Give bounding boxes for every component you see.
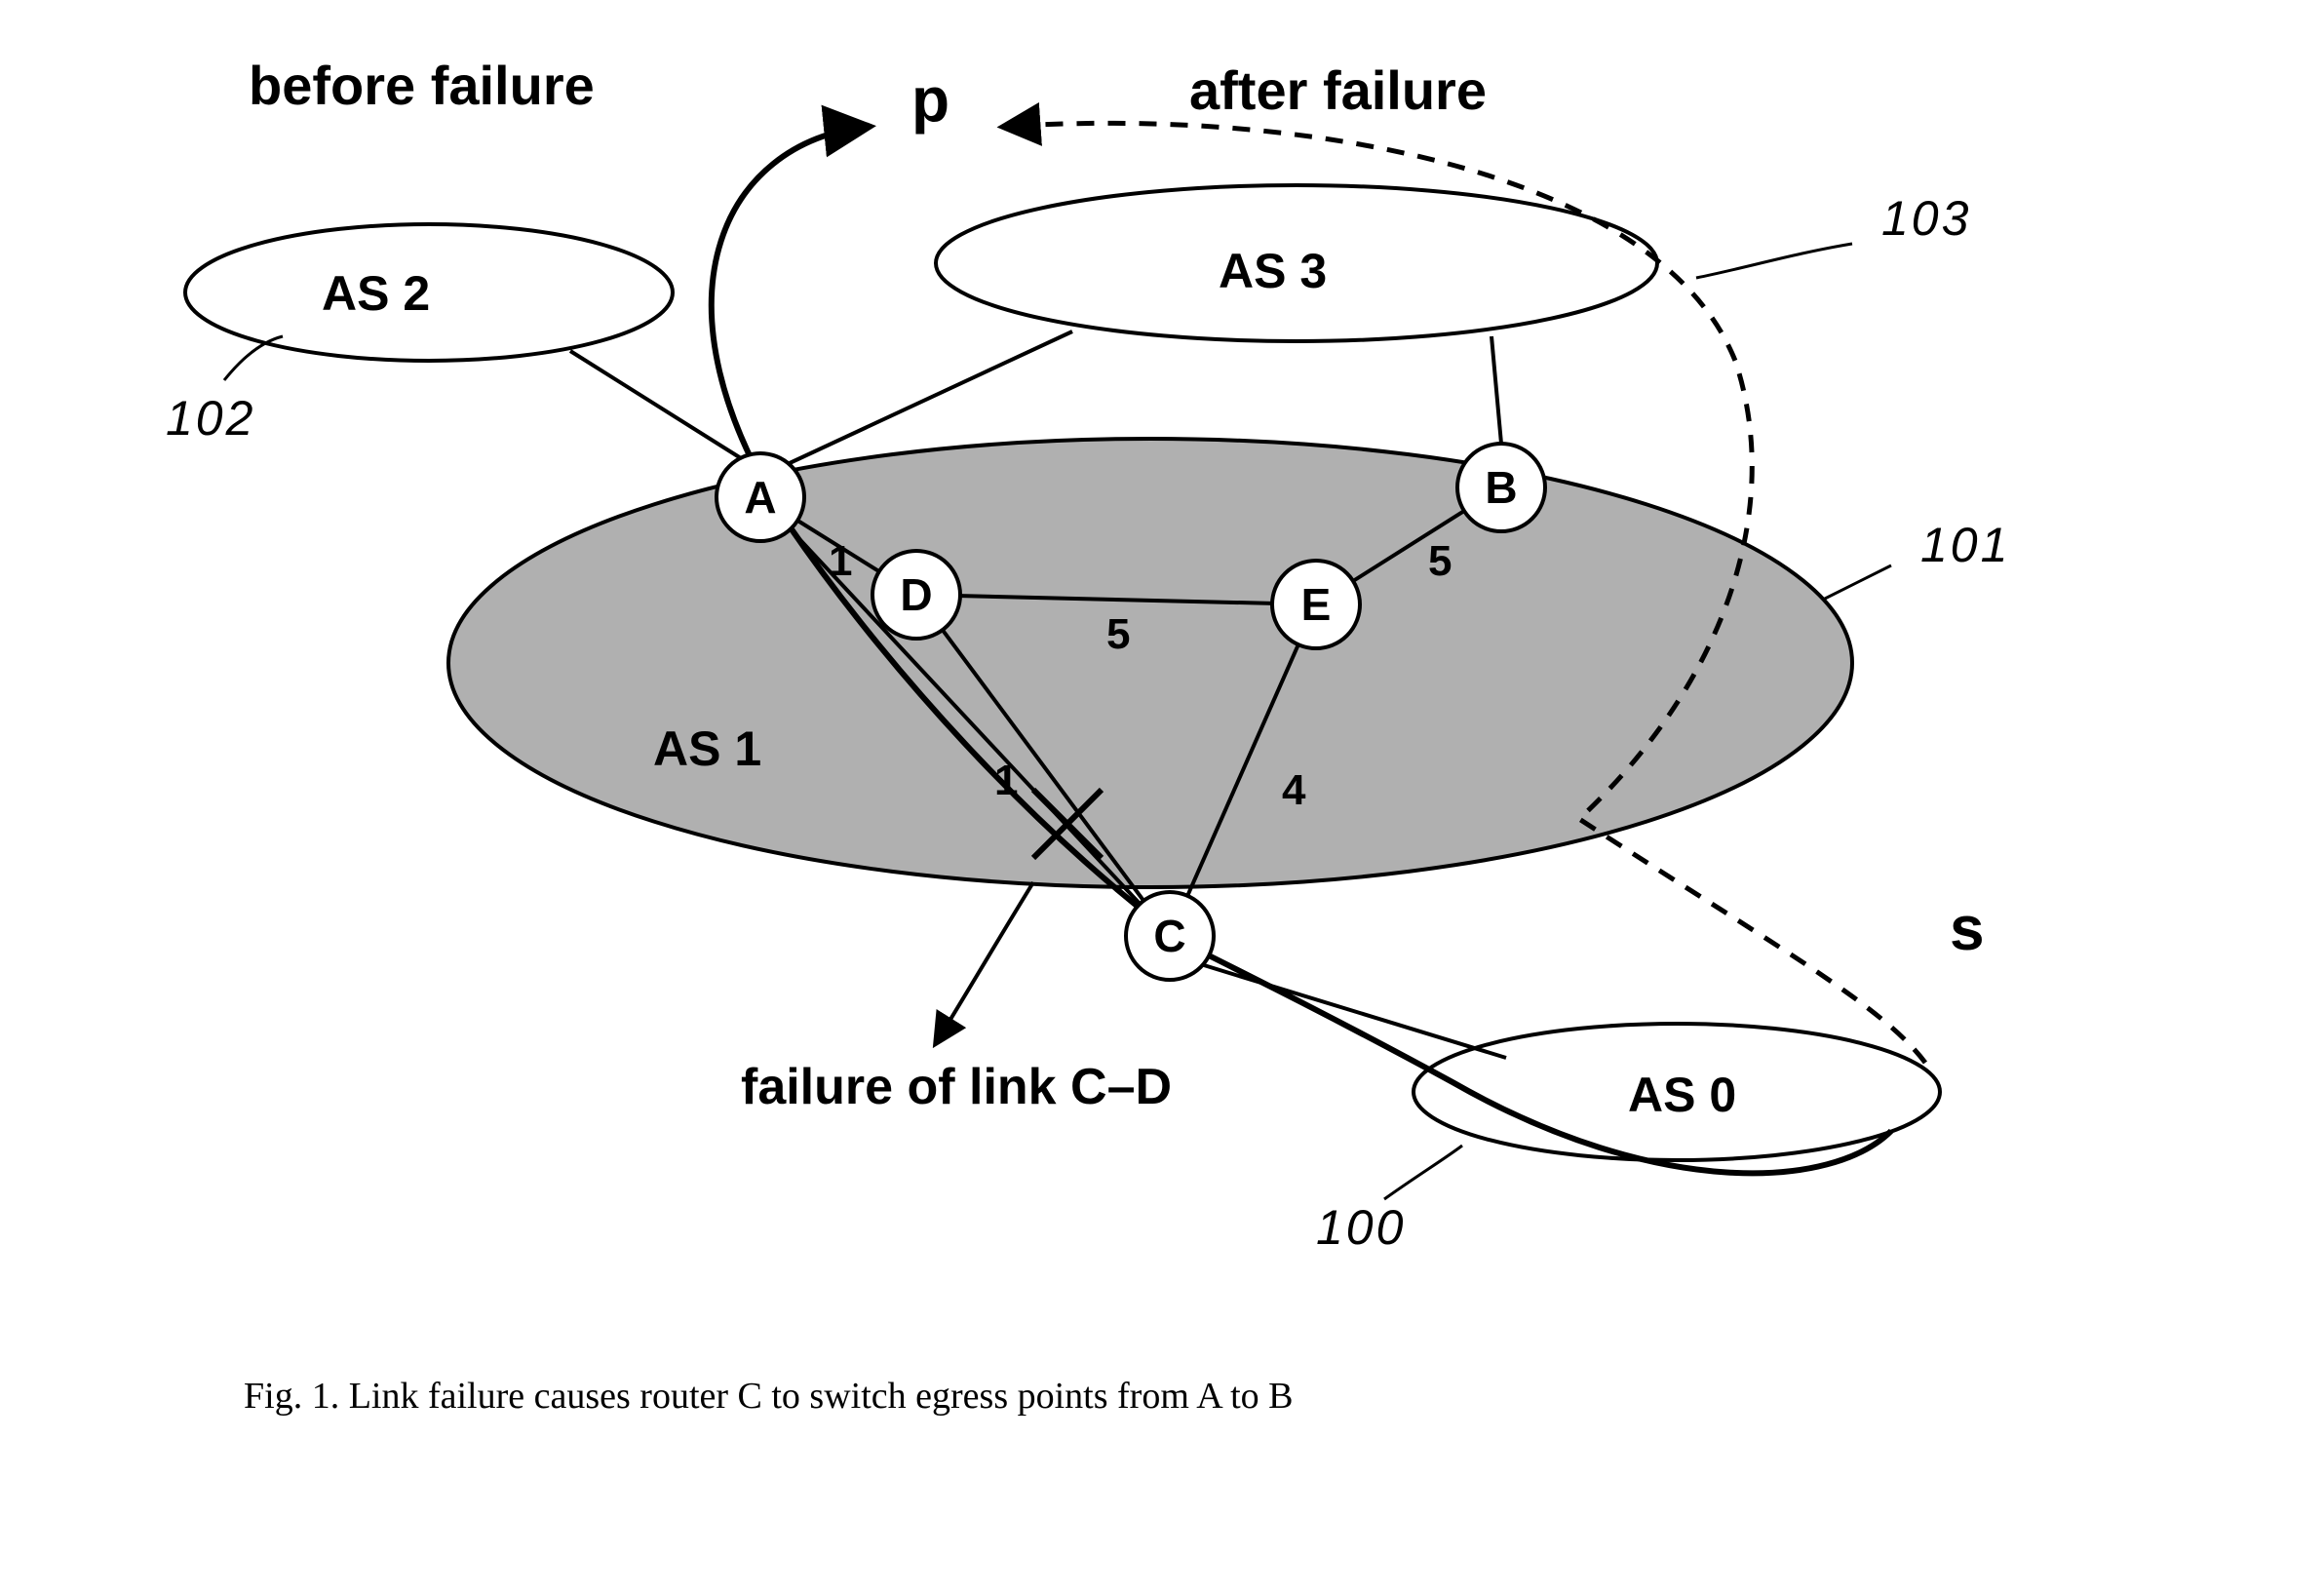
as1-label: AS 1 [653, 721, 761, 776]
as1-ellipse [448, 439, 1852, 887]
weight-e-b: 5 [1428, 537, 1452, 585]
as0-label: AS 0 [1628, 1068, 1736, 1122]
node-e-label: E [1301, 579, 1332, 630]
as3-label: AS 3 [1219, 244, 1327, 298]
ref-103: 103 [1881, 190, 1971, 247]
lead-102 [224, 336, 283, 380]
lead-101 [1823, 565, 1891, 600]
node-a-label: A [744, 472, 776, 523]
ref-100: 100 [1316, 1199, 1406, 1256]
node-d-label: D [900, 569, 932, 620]
link-as2-a [570, 351, 741, 458]
weight-a-d: 1 [829, 537, 852, 585]
weight-d-c: 1 [994, 757, 1018, 804]
lead-103 [1696, 244, 1852, 278]
node-c-label: C [1153, 911, 1185, 961]
as2-label: AS 2 [322, 266, 430, 321]
lead-100 [1384, 1146, 1462, 1199]
after-failure-label: after failure [1189, 58, 1487, 122]
p-label: p [911, 63, 949, 136]
failure-text: failure of link C–D [741, 1058, 1172, 1116]
ref-101: 101 [1920, 517, 2010, 573]
ref-102: 102 [166, 390, 255, 447]
figure-caption: Fig. 1. Link failure causes router C to … [244, 1375, 1294, 1418]
diagram-stage: A B D E C 1 5 5 4 1 AS 1 AS 2 AS 3 AS 0 … [0, 0, 2324, 1595]
before-failure-label: before failure [249, 54, 595, 117]
node-b-label: B [1485, 462, 1517, 513]
s-label: s [1950, 892, 1985, 964]
weight-d-e: 5 [1106, 610, 1130, 658]
link-as3-b [1491, 336, 1501, 444]
failure-annotation-arrow [936, 882, 1033, 1043]
diagram-svg: A B D E C 1 5 5 4 1 AS 1 AS 2 AS 3 AS 0 [0, 0, 2324, 1595]
weight-e-c: 4 [1282, 766, 1306, 814]
